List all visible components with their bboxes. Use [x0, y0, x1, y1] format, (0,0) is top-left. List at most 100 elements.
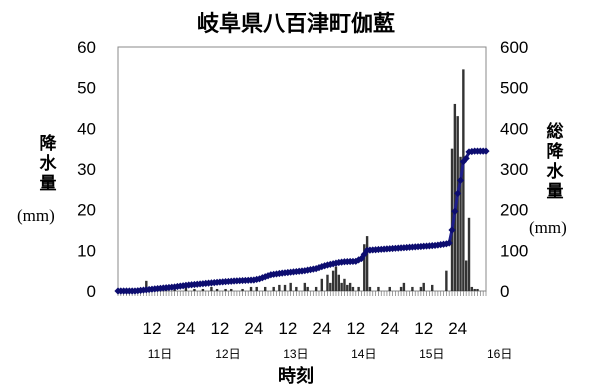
precip-bar: [145, 280, 148, 291]
cumulative-marker: [482, 147, 490, 155]
precip-bar: [388, 286, 391, 291]
x-tick-label: 12: [346, 319, 365, 338]
precip-bar: [340, 282, 343, 291]
left-tick-label: 60: [77, 38, 96, 57]
cumulative-marker: [318, 263, 326, 271]
precip-bar: [272, 286, 275, 291]
cumulative-marker: [355, 256, 363, 264]
precip-bar: [255, 286, 258, 291]
x-day-label: 11日: [148, 347, 172, 361]
precip-bar: [184, 286, 188, 291]
precip-bar: [459, 156, 462, 291]
precip-bar: [334, 266, 338, 291]
precip-bar: [431, 284, 434, 291]
left-axis-label-char: 量: [39, 174, 57, 194]
precip-bar: [249, 286, 253, 291]
plot-area-frame: [117, 46, 487, 292]
cumulative-marker: [442, 240, 450, 248]
cumulative-marker: [454, 189, 462, 197]
x-tick-label: 12: [210, 319, 229, 338]
x-day-label: 15日: [419, 347, 444, 361]
cumulative-marker: [445, 239, 453, 247]
precip-bar: [210, 286, 213, 291]
precip-bar: [201, 288, 205, 291]
precip-bar: [411, 286, 414, 291]
cumulative-marker: [456, 176, 465, 184]
x-tick-label: 12: [143, 319, 162, 338]
right-tick-label: 0: [500, 282, 509, 301]
cumulative-marker: [255, 275, 264, 283]
x-tick-label: 24: [176, 319, 195, 338]
precip-bar: [464, 260, 468, 291]
precip-bar: [456, 116, 459, 291]
precip-bar: [399, 286, 403, 291]
right-axis-label: 総 降 水 量: [543, 122, 567, 202]
precip-bar: [476, 288, 479, 291]
x-tick-label: 24: [380, 319, 399, 338]
precip-bar: [224, 288, 227, 291]
precip-bar: [377, 286, 380, 291]
left-tick-label: 30: [77, 160, 96, 179]
right-axis-label-char: 水: [546, 162, 564, 182]
right-tick-label: 600: [500, 38, 528, 57]
right-tick-label: 300: [500, 160, 528, 179]
left-tick-label: 0: [87, 282, 96, 301]
x-tick-label: 12: [278, 319, 297, 338]
precip-bar: [241, 288, 244, 291]
left-axis-label-char: 降: [39, 134, 57, 154]
x-tick-label: 12: [414, 319, 433, 338]
precip-bar: [445, 270, 448, 291]
precip-bar: [422, 282, 425, 291]
right-tick-label: 400: [500, 119, 528, 138]
right-axis-unit: (mm): [529, 218, 567, 237]
precip-bar: [193, 288, 196, 291]
precip-bar: [453, 103, 457, 291]
right-axis-label-char: 量: [546, 182, 564, 202]
precip-bar: [402, 282, 406, 291]
right-axis-label-char: 降: [546, 142, 564, 162]
left-axis-label: 降 水 量: [36, 134, 60, 194]
left-axis-unit: (mm): [17, 206, 55, 225]
precip-bar: [283, 284, 287, 291]
left-tick-label: 20: [77, 201, 96, 220]
cumulative-marker: [451, 207, 459, 215]
precip-bar: [343, 278, 346, 291]
precip-bar: [263, 286, 267, 291]
precip-bar: [473, 288, 476, 291]
x-day-label: 12日: [215, 347, 240, 361]
x-day-label: 14日: [351, 347, 376, 361]
cumulative-marker: [459, 158, 467, 166]
precip-bar: [306, 286, 309, 291]
right-tick-label: 100: [500, 241, 528, 260]
chart-title: 岐阜県八百津町伽藍: [196, 12, 395, 37]
precip-bar: [295, 286, 298, 291]
precip-bar: [278, 284, 281, 291]
precip-bar: [365, 236, 369, 291]
precip-bar: [450, 148, 454, 291]
precip-bar: [351, 286, 355, 291]
precip-bar: [331, 270, 335, 291]
right-tick-label: 200: [500, 201, 528, 220]
precip-bar: [303, 282, 307, 291]
left-axis-label-char: 水: [39, 154, 57, 174]
cumulative-marker: [312, 265, 320, 273]
right-tick-label: 500: [500, 79, 528, 98]
x-tick-label: 24: [312, 319, 331, 338]
precip-bar: [215, 288, 219, 291]
x-day-label: 13日: [283, 347, 308, 361]
precip-bar: [467, 217, 471, 291]
cumulative-marker: [462, 154, 470, 163]
x-day-label: 16日: [487, 347, 512, 361]
x-tick-label: 24: [244, 319, 263, 338]
x-tick-label: 24: [448, 319, 467, 338]
precip-bar: [326, 274, 329, 291]
left-tick-label: 10: [77, 241, 96, 260]
precip-bar: [320, 278, 324, 291]
precip-bar: [419, 286, 423, 291]
precip-bar: [357, 286, 360, 291]
precip-bar: [348, 282, 352, 291]
right-axis-label-char: 総: [546, 122, 564, 142]
x-axis-title: 時刻: [278, 366, 314, 387]
precip-bar: [329, 282, 332, 291]
left-tick-label: 50: [77, 79, 96, 98]
